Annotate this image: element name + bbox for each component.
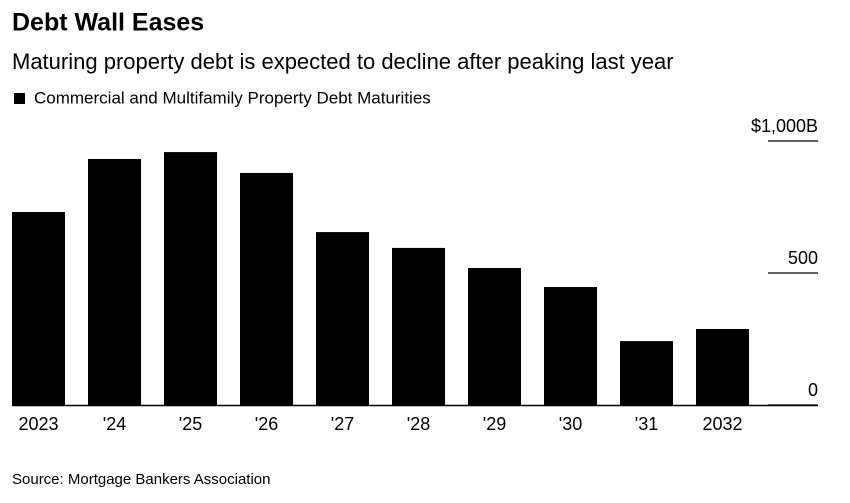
x-tick-label: 2032	[702, 414, 742, 434]
x-tick-label: '31	[635, 414, 658, 434]
bar	[620, 341, 673, 405]
chart-title: Debt Wall Eases	[12, 9, 204, 37]
bar	[392, 247, 445, 405]
chart-subtitle: Maturing property debt is expected to de…	[12, 49, 674, 74]
source-note: Source: Mortgage Bankers Association	[12, 471, 270, 488]
x-tick-label: '26	[255, 414, 278, 434]
legend-swatch	[14, 93, 25, 104]
x-tick-label: '25	[179, 414, 202, 434]
bar	[696, 328, 749, 405]
x-tick-label: '27	[331, 414, 354, 434]
x-tick-label: '30	[559, 414, 582, 434]
bar	[468, 267, 521, 405]
x-tick-label: 2023	[18, 414, 58, 434]
y-tick-label: 0	[808, 380, 818, 400]
x-tick-label: '24	[103, 414, 126, 434]
y-tick-label: 500	[788, 248, 818, 268]
bar	[544, 286, 597, 405]
bar	[12, 212, 65, 405]
legend-label: Commercial and Multifamily Property Debt…	[34, 88, 431, 107]
bar	[316, 232, 369, 405]
x-tick-label: '29	[483, 414, 506, 434]
x-tick-label: '28	[407, 414, 430, 434]
bar	[240, 172, 293, 405]
bar	[88, 158, 141, 405]
bar	[164, 152, 217, 405]
y-tick-label: $1,000B	[751, 116, 818, 136]
